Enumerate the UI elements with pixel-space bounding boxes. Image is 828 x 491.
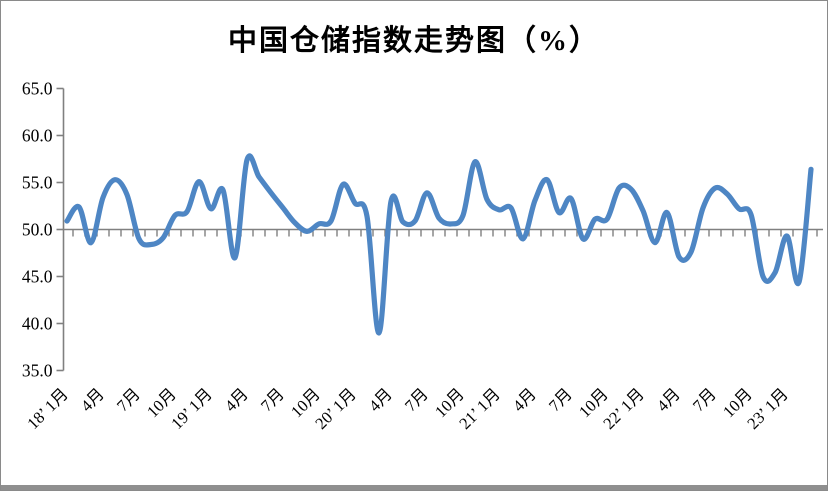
x-axis-label: 19’ 1月	[167, 384, 216, 433]
index-series-line	[64, 153, 814, 336]
x-axis-label: 4月	[77, 384, 108, 415]
x-axis-label: 22’ 1月	[599, 384, 648, 433]
x-axis-label: 20’ 1月	[311, 384, 360, 433]
x-axis-label: 7月	[257, 384, 288, 415]
x-axis-label: 7月	[545, 384, 576, 415]
x-axis-label: 4月	[653, 384, 684, 415]
x-axis-label: 7月	[113, 384, 144, 415]
y-axis-label: 45.0	[22, 267, 53, 287]
y-axis-label: 65.0	[22, 79, 53, 99]
x-axis-label: 23’ 1月	[743, 384, 792, 433]
x-axis-label: 21’ 1月	[455, 384, 504, 433]
x-axis-label: 4月	[365, 384, 396, 415]
y-axis-label: 50.0	[22, 220, 53, 240]
chart-title: 中国仓储指数走势图（%）	[227, 25, 600, 57]
x-axis-label: 4月	[221, 384, 252, 415]
x-axis-label: 7月	[401, 384, 432, 415]
x-axis-label: 4月	[509, 384, 540, 415]
x-axis-label: 7月	[689, 384, 720, 415]
x-axis-label: 18’ 1月	[23, 384, 72, 433]
y-axis-label: 60.0	[22, 126, 53, 146]
window-bottom-edge-bar	[1, 485, 827, 490]
y-axis-label: 40.0	[22, 314, 53, 334]
y-axis-label: 35.0	[22, 361, 53, 381]
y-axis-label: 55.0	[22, 173, 53, 193]
